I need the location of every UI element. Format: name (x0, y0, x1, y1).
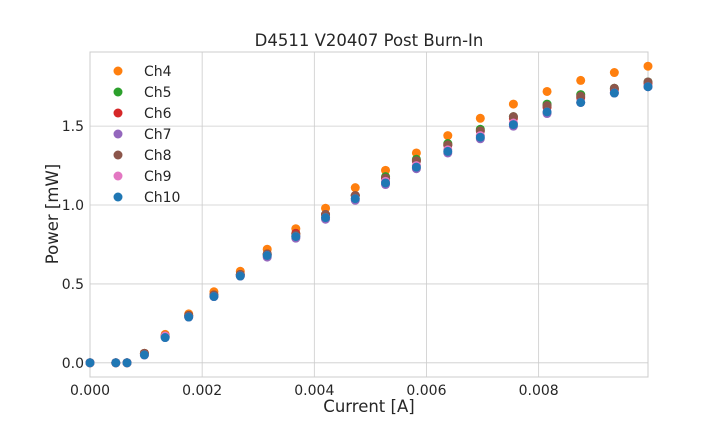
y-tick-label: 0.5 (62, 277, 84, 293)
data-point-ch10 (111, 358, 121, 368)
legend-label-ch6: Ch6 (144, 106, 172, 122)
legend-marker-ch7 (113, 129, 123, 139)
plot-background (90, 52, 648, 377)
x-tick-labels: 0.000 0.002 0.004 0.006 0.008 (70, 383, 559, 399)
data-point-ch4 (411, 148, 421, 158)
data-point-ch10 (262, 251, 272, 261)
data-point-ch4 (321, 203, 331, 213)
legend-marker-ch4 (113, 66, 123, 76)
data-point-ch10 (235, 271, 245, 281)
legend-label-ch9: Ch9 (144, 169, 172, 185)
legend-marker-ch9 (113, 171, 123, 181)
data-point-ch10 (643, 82, 653, 92)
legend-label-ch8: Ch8 (144, 148, 172, 164)
y-tick-labels: 0.0 0.5 1.0 1.5 (62, 119, 84, 372)
data-point-ch10 (508, 120, 518, 130)
legend-label-ch5: Ch5 (144, 85, 172, 101)
legend-marker-ch10 (113, 192, 123, 202)
data-point-ch10 (381, 178, 391, 188)
grid-lines (89, 52, 648, 377)
data-point-ch4 (350, 183, 360, 193)
plot-frame (89, 51, 649, 378)
data-point-ch10 (411, 162, 421, 172)
x-tick-label: 0.008 (519, 383, 559, 399)
x-axis-title: Current [A] (323, 397, 414, 416)
data-point-ch10 (184, 312, 194, 322)
x-tick-label: 0.002 (182, 383, 222, 399)
data-point-ch10 (576, 97, 586, 107)
data-point-ch10 (350, 194, 360, 204)
legend-item-ch4: Ch4 (113, 64, 172, 80)
legend-marker-ch6 (113, 108, 123, 118)
legend-label-ch10: Ch10 (144, 190, 180, 206)
data-point-ch10 (443, 146, 453, 156)
data-point-ch10 (542, 107, 552, 117)
data-points (85, 61, 653, 368)
x-tick-label: 0.006 (406, 383, 446, 399)
data-point-ch4 (643, 61, 653, 71)
x-tick-label: 0.004 (294, 383, 334, 399)
legend-marker-ch8 (113, 150, 123, 160)
data-point-ch10 (122, 358, 132, 368)
data-point-ch4 (381, 165, 391, 175)
legend: Ch4 Ch5 Ch6 Ch7 Ch8 Ch9 Ch10 (113, 64, 180, 206)
data-point-ch8 (542, 101, 552, 111)
legend-item-ch9: Ch9 (113, 169, 172, 185)
data-point-ch4 (508, 99, 518, 109)
x-tick-label: 0.000 (70, 383, 110, 399)
legend-item-ch6: Ch6 (113, 106, 172, 122)
y-tick-label: 1.0 (62, 198, 84, 214)
data-point-ch10 (475, 132, 485, 142)
legend-item-ch8: Ch8 (113, 148, 172, 164)
y-tick-label: 0.0 (62, 356, 84, 372)
data-point-ch8 (508, 112, 518, 122)
y-tick-label: 1.5 (62, 119, 84, 135)
y-axis-title: Power [mW] (43, 164, 62, 264)
data-point-ch10 (209, 292, 219, 302)
data-point-ch10 (609, 88, 619, 98)
data-point-ch4 (475, 113, 485, 123)
legend-item-ch5: Ch5 (113, 85, 172, 101)
data-point-ch10 (85, 358, 95, 368)
legend-label-ch4: Ch4 (144, 64, 172, 80)
legend-label-ch7: Ch7 (144, 127, 172, 143)
data-point-ch10 (321, 213, 331, 223)
data-point-ch10 (160, 333, 170, 343)
series-ch10 (85, 82, 653, 368)
data-point-ch4 (609, 68, 619, 78)
data-point-ch10 (139, 350, 149, 360)
data-point-ch4 (542, 86, 552, 96)
data-point-ch8 (576, 91, 586, 101)
legend-marker-ch5 (113, 87, 123, 97)
chart-title: D4511 V20407 Post Burn-In (255, 31, 484, 50)
legend-item-ch7: Ch7 (113, 127, 172, 143)
data-point-ch10 (291, 232, 301, 242)
data-point-ch4 (576, 75, 586, 85)
data-point-ch4 (443, 131, 453, 141)
legend-item-ch10: Ch10 (113, 190, 180, 206)
